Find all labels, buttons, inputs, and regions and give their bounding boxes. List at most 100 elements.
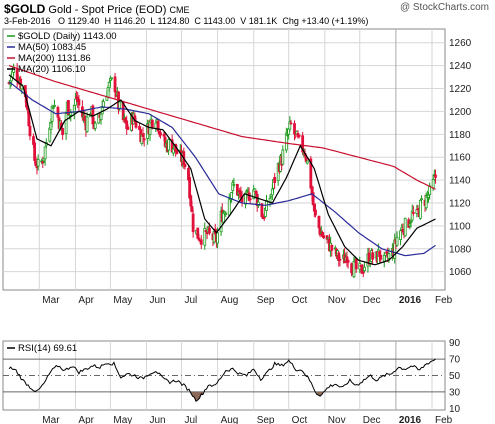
- candle-body: [232, 183, 236, 186]
- candle-body: [134, 121, 138, 128]
- quote-line: 3-Feb-2016 O 1129.40 H 1146.20 L 1124.80…: [4, 16, 368, 26]
- legend-main: $GOLD (Daily) 1143.00: [18, 31, 117, 42]
- candle-body: [101, 101, 105, 109]
- month-label: Apr: [78, 295, 94, 306]
- quote-open: O 1129.40: [58, 16, 100, 26]
- candle-body: [110, 77, 113, 80]
- candle-body: [411, 212, 415, 214]
- candle-body: [64, 113, 68, 134]
- month-label: Feb: [435, 295, 453, 306]
- exchange: CME: [169, 5, 190, 15]
- candle-body: [69, 112, 73, 116]
- candle-body: [297, 134, 301, 137]
- candle-body: [99, 113, 103, 120]
- legend-ma20: MA(20) 1106.10: [18, 64, 85, 75]
- candle-body: [191, 213, 195, 233]
- candle-body: [77, 99, 81, 106]
- price-tick-label: 1160: [449, 153, 471, 164]
- rsi-month-label: Oct: [292, 415, 308, 424]
- rsi-tick-label: 70: [449, 355, 461, 366]
- price-tick-label: 1120: [449, 199, 471, 210]
- month-label: Nov: [328, 295, 346, 306]
- candle-body: [273, 176, 277, 183]
- legend-ma50: MA(50) 1083.45: [18, 42, 86, 53]
- candle-body: [399, 230, 402, 240]
- price-panel: [2, 28, 446, 291]
- month-label: Jun: [150, 295, 166, 306]
- candle-body: [113, 76, 117, 93]
- rsi-tick-label: 30: [449, 387, 461, 398]
- ma20-line: [8, 74, 436, 266]
- legend-ma200: MA(200) 1131.86: [18, 53, 91, 64]
- candle-body: [281, 149, 285, 165]
- quote-date: 3-Feb-2016: [4, 16, 51, 26]
- quote-change: Chg +13.40 (+1.19%): [282, 16, 369, 26]
- candle-body: [175, 149, 179, 155]
- price-tick-label: 1240: [449, 61, 472, 72]
- candle-body: [208, 227, 211, 234]
- candle-body: [293, 123, 296, 135]
- rsi-month-label: Feb: [435, 415, 453, 424]
- candle-body: [256, 201, 260, 206]
- price-tick-label: 1220: [449, 84, 472, 95]
- candle-body: [93, 122, 97, 129]
- month-label: 2016: [399, 295, 422, 306]
- candle-body: [118, 101, 122, 110]
- price-tick-label: 1180: [449, 130, 471, 141]
- candle-body: [289, 122, 293, 125]
- rsi-month-label: Mar: [42, 415, 60, 424]
- candle-body: [27, 110, 31, 127]
- candle-body: [43, 146, 47, 160]
- candle-body: [74, 98, 77, 106]
- candle-body: [395, 236, 399, 246]
- candle-body: [314, 209, 317, 216]
- candle-body: [150, 119, 154, 128]
- candle-body: [301, 135, 305, 153]
- ma200-line: [8, 65, 436, 190]
- rsi-month-label: 2016: [399, 415, 422, 424]
- rsi-line: [8, 358, 436, 402]
- candle-body: [167, 139, 171, 151]
- candle-body: [346, 259, 350, 263]
- price-tick-label: 1260: [449, 38, 472, 49]
- candle-body: [420, 198, 423, 201]
- rsi-month-label: Nov: [328, 415, 346, 424]
- price-tick-label: 1140: [449, 176, 471, 187]
- candle-body: [61, 128, 65, 136]
- candle-body: [216, 232, 219, 244]
- candle-body: [51, 107, 55, 109]
- candle-body: [338, 258, 342, 261]
- instrument-name: Gold - Spot Price (EOD): [48, 4, 167, 16]
- candle-body: [354, 258, 358, 270]
- candle-body: [284, 132, 288, 151]
- legend-rsi: RSI(14) 69.61: [18, 343, 77, 354]
- candle-body: [434, 174, 437, 178]
- rsi-month-label: Jul: [184, 415, 197, 424]
- rsi-month-label: Aug: [221, 415, 239, 424]
- candle-body: [36, 159, 40, 167]
- candle-body: [159, 132, 162, 136]
- quote-volume: V 181.1K: [240, 16, 278, 26]
- rsi-tick-label: 10: [449, 404, 461, 415]
- candle-body: [387, 253, 391, 259]
- quote-close: C 1143.00: [194, 16, 236, 26]
- price-tick-label: 1200: [449, 107, 472, 118]
- price-tick-label: 1100: [449, 221, 471, 232]
- candle-body: [154, 122, 158, 129]
- candle-body: [56, 107, 60, 118]
- month-label: Dec: [363, 295, 381, 306]
- candle-body: [50, 105, 54, 122]
- candle-body: [371, 252, 374, 260]
- candle-body: [418, 199, 422, 219]
- candle-body: [28, 125, 32, 137]
- quote-low: L 1124.80: [150, 16, 190, 26]
- symbol: $GOLD: [4, 2, 46, 16]
- candle-body: [361, 271, 365, 274]
- rsi-tick-label: 90: [449, 338, 461, 349]
- quote-high: H 1146.20: [104, 16, 146, 26]
- candle-body: [85, 116, 89, 133]
- candle-body: [403, 217, 407, 237]
- candle-body: [363, 266, 366, 272]
- rsi-month-label: May: [113, 415, 132, 424]
